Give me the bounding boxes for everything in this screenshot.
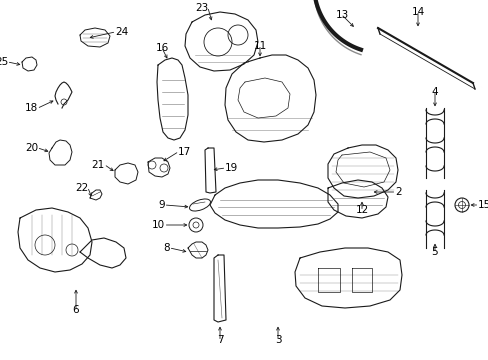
Text: 5: 5 bbox=[431, 247, 437, 257]
Text: 23: 23 bbox=[194, 3, 207, 13]
Text: 14: 14 bbox=[410, 7, 424, 17]
Text: 8: 8 bbox=[163, 243, 170, 253]
Text: 3: 3 bbox=[274, 335, 281, 345]
Text: 7: 7 bbox=[216, 335, 223, 345]
Text: 16: 16 bbox=[155, 43, 168, 53]
Text: 24: 24 bbox=[115, 27, 128, 37]
Text: 15: 15 bbox=[477, 200, 488, 210]
Text: 20: 20 bbox=[25, 143, 38, 153]
Text: 10: 10 bbox=[152, 220, 164, 230]
Text: 11: 11 bbox=[253, 41, 266, 51]
Text: 25: 25 bbox=[0, 57, 8, 67]
Text: 2: 2 bbox=[394, 187, 401, 197]
Text: 6: 6 bbox=[73, 305, 79, 315]
Text: 9: 9 bbox=[158, 200, 164, 210]
Text: 12: 12 bbox=[355, 205, 368, 215]
Text: 13: 13 bbox=[335, 10, 348, 20]
Text: 22: 22 bbox=[75, 183, 88, 193]
Text: 21: 21 bbox=[92, 160, 105, 170]
Text: 19: 19 bbox=[224, 163, 238, 173]
Text: 17: 17 bbox=[178, 147, 191, 157]
Text: 18: 18 bbox=[25, 103, 38, 113]
Text: 4: 4 bbox=[431, 87, 437, 97]
